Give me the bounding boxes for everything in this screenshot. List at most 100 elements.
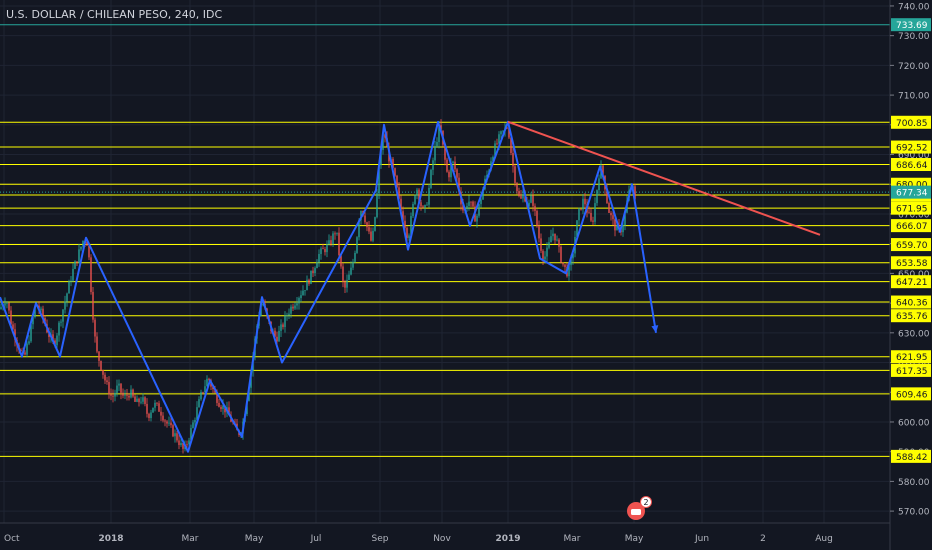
candle — [10, 306, 12, 326]
candle — [436, 137, 438, 148]
x-tick-label: Oct — [4, 534, 20, 544]
level-label: 733.69 — [891, 18, 931, 32]
level-label-text: 659.70 — [896, 241, 928, 251]
events-badge[interactable]: 2 — [627, 496, 652, 521]
y-tick-label: 740.00 — [898, 2, 930, 12]
candle — [396, 174, 398, 189]
candle — [186, 440, 188, 449]
level-label-text: 700.85 — [896, 119, 928, 129]
candle — [522, 188, 524, 203]
candle — [12, 321, 14, 331]
candle — [166, 419, 168, 428]
candle — [422, 204, 424, 209]
candle — [332, 231, 334, 247]
candle — [136, 395, 138, 403]
candle — [550, 229, 552, 243]
candle — [176, 430, 178, 443]
candle — [324, 246, 326, 256]
candle — [412, 201, 414, 218]
candle — [70, 276, 72, 287]
candle — [96, 332, 98, 354]
level-label-text: 647.21 — [896, 278, 928, 288]
current-price-label-text: 677.34 — [896, 189, 928, 199]
candle — [466, 202, 468, 212]
candle — [514, 163, 516, 187]
x-axis[interactable]: Oct 2018 Mar May Jul Sep Nov 2019 Mar May Jun 2 Aug — [4, 534, 833, 544]
trend-line[interactable] — [507, 120, 821, 236]
candle — [542, 249, 544, 266]
candle — [374, 216, 376, 232]
candle — [372, 227, 374, 243]
candle — [596, 189, 598, 206]
candle — [90, 254, 92, 295]
candle — [310, 270, 312, 285]
candle — [24, 350, 26, 356]
candle — [164, 418, 166, 427]
x-tick-label: Mar — [182, 534, 199, 544]
candle — [120, 383, 122, 400]
candle — [344, 279, 346, 293]
calendar-icon — [631, 509, 641, 515]
candle — [608, 201, 610, 213]
candle — [150, 409, 152, 422]
level-label: 666.07 — [891, 219, 931, 233]
candle — [470, 201, 472, 208]
candle — [304, 290, 306, 296]
x-tick-label: May — [625, 534, 644, 544]
candle — [94, 317, 96, 343]
y-tick-label: 670.00 — [898, 210, 930, 220]
candle — [316, 259, 318, 269]
candle — [126, 389, 128, 401]
candle — [428, 183, 430, 208]
candle — [100, 360, 102, 372]
x-tick-label: Jul — [310, 534, 322, 544]
candle — [76, 261, 78, 267]
candle — [284, 311, 286, 333]
candle — [6, 301, 8, 309]
candle — [540, 233, 542, 254]
candle — [536, 209, 538, 228]
candle — [338, 227, 340, 262]
candle — [564, 264, 566, 273]
candle — [160, 406, 162, 422]
candle — [538, 220, 540, 243]
candle — [174, 429, 176, 443]
candle — [454, 156, 456, 173]
level-label-text: 617.35 — [896, 367, 928, 377]
candle — [432, 157, 434, 176]
candle — [220, 404, 222, 412]
candle — [306, 275, 308, 291]
candle — [112, 389, 114, 403]
candle — [546, 242, 548, 263]
candle — [336, 232, 338, 236]
candle — [520, 189, 522, 200]
level-label-text: 692.52 — [896, 144, 928, 154]
candle — [584, 193, 586, 210]
candle — [472, 200, 474, 208]
candle — [110, 388, 112, 401]
candle — [138, 397, 140, 407]
candle — [26, 341, 28, 357]
candle — [322, 243, 324, 250]
x-tick-label: Sep — [372, 534, 389, 544]
level-label: 621.95 — [891, 350, 931, 364]
candle — [298, 296, 300, 310]
candle — [554, 233, 556, 245]
candle — [598, 174, 600, 196]
candle — [430, 168, 432, 190]
grid — [0, 0, 890, 523]
x-tick-label: Aug — [815, 534, 833, 544]
candle — [62, 309, 64, 329]
x-tick-label: May — [245, 534, 264, 544]
candle — [562, 262, 564, 267]
candle — [218, 398, 220, 408]
candle — [128, 393, 130, 401]
candle — [200, 389, 202, 401]
candle — [28, 335, 30, 346]
level-label: 588.42 — [891, 449, 931, 463]
candle — [414, 194, 416, 206]
level-label-text: 635.76 — [896, 312, 928, 322]
wave-path[interactable] — [0, 120, 657, 453]
